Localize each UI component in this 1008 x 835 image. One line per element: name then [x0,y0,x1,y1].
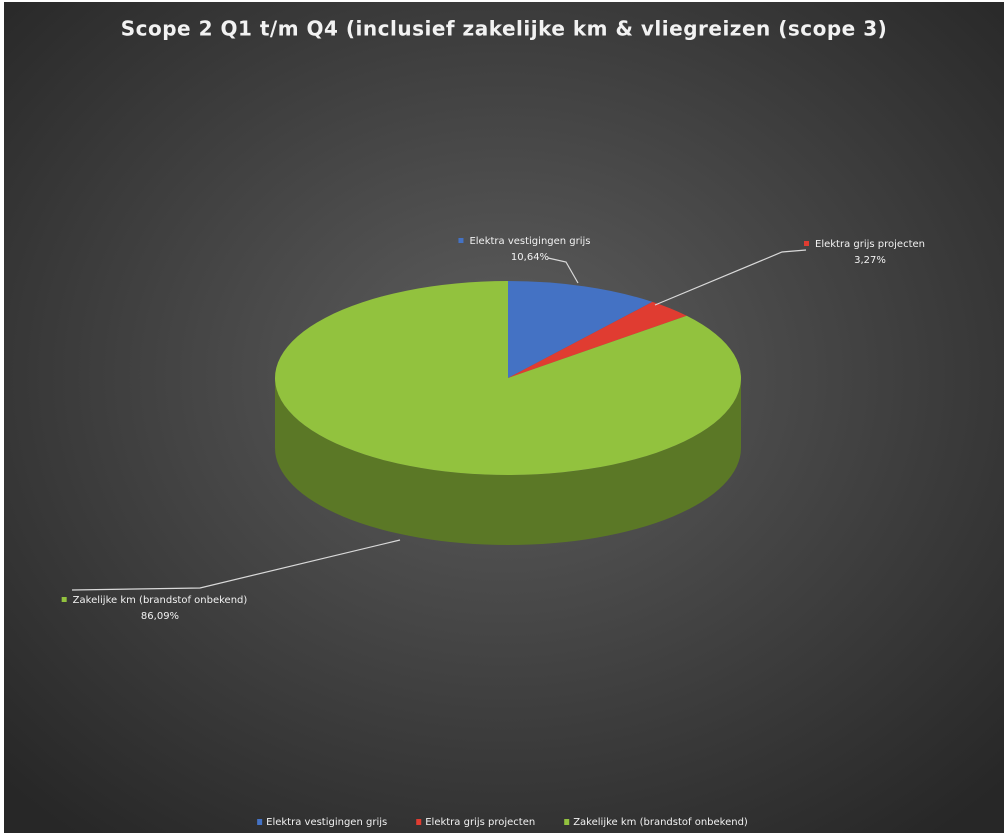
pie-slice [508,301,687,378]
pie-slice [275,281,742,475]
data-label-key [61,597,67,602]
data-label-value: 10,64% [511,252,549,263]
legend: Elektra vestigingen grijs Elektra grijs p… [257,817,748,828]
legend-swatch [564,819,570,825]
data-label-name: Elektra vestigingen grijs [469,236,590,247]
chart-title: Scope 2 Q1 t/m Q4 (inclusief zakelijke k… [121,17,888,41]
legend-label: Elektra grijs projecten [425,817,535,828]
data-label-value: 86,09% [141,611,179,622]
data-labels: Elektra vestigingen grijs 10,64% Elektra g… [61,236,925,622]
legend-swatch [416,819,422,825]
data-label-name: Zakelijke km (brandstof onbekend) [73,595,248,606]
pie-side [275,378,741,545]
leader-line [654,249,807,306]
legend-swatch [257,819,263,825]
leader-line [71,539,401,591]
legend-label: Zakelijke km (brandstof onbekend) [573,817,748,828]
pie-slice [508,281,653,378]
data-label-key [458,238,464,243]
data-label-name: Elektra grijs projecten [815,239,925,250]
data-label-value: 3,27% [854,255,886,266]
legend-label: Elektra vestigingen grijs [266,817,387,828]
leader-line [547,257,579,284]
pie [275,281,742,545]
data-label-key [804,241,810,246]
